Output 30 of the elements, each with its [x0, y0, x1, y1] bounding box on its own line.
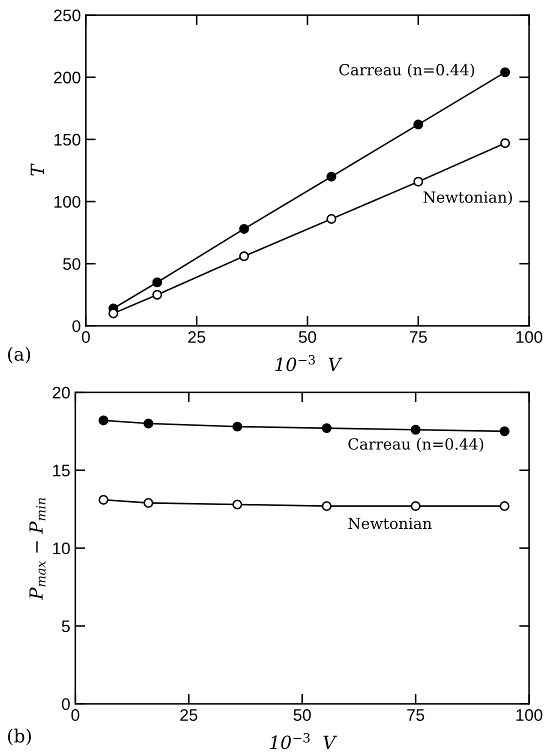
x-tick-label: 100: [516, 331, 542, 343]
y-tick-label: 10: [53, 542, 70, 554]
y-tick-label: 0: [62, 698, 70, 710]
y-tick-label: 50: [63, 258, 80, 270]
x-axis-title: 10$^{−3}$ V: [270, 732, 338, 750]
y-tick-label: 20: [52, 386, 70, 399]
y-tick-label: 250: [54, 10, 80, 22]
x-tick-label: 100: [516, 709, 542, 721]
text: (a): [8, 346, 30, 364]
x-tick-label: 50: [294, 709, 311, 721]
x-tick-label: 50: [298, 331, 316, 343]
y-axis-title: P$_{max}$ − P$_{min}$: [29, 498, 46, 600]
y-tick-label: 15: [53, 464, 70, 476]
annotation: Carreau (n=0.44): [348, 438, 484, 452]
y-tick-label: 150: [54, 134, 80, 146]
text: (b): [8, 728, 31, 746]
x-axis-title: 10$^{−3}$ V: [275, 354, 342, 372]
y-tick-label: 200: [54, 72, 80, 84]
annotation: Newtonian: [348, 518, 432, 530]
y-tick-label: 100: [54, 196, 80, 208]
y-tick-label: 5: [62, 620, 70, 632]
x-tick-label: 0: [82, 331, 90, 343]
y-axis-title: T: [30, 163, 44, 176]
annotation: Newtonian): [423, 191, 512, 206]
x-tick-label: 75: [407, 709, 424, 721]
y-tick-label: 0: [72, 320, 80, 332]
x-tick-label: 25: [188, 331, 206, 343]
x-tick-label: 25: [180, 709, 198, 721]
x-tick-label: 75: [410, 331, 427, 343]
annotation: Carreau (n=0.44): [339, 64, 474, 78]
